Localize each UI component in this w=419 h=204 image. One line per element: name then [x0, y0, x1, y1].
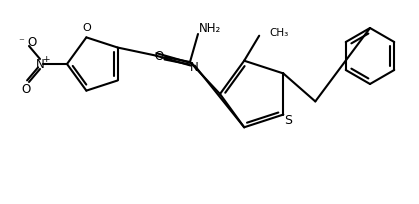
Text: +: +	[42, 55, 50, 64]
Text: S: S	[285, 113, 292, 126]
Text: O: O	[82, 23, 91, 33]
Text: N: N	[190, 61, 199, 74]
Text: N: N	[36, 58, 44, 71]
Text: CH₃: CH₃	[269, 28, 288, 38]
Text: NH₂: NH₂	[199, 22, 221, 35]
Text: O: O	[154, 50, 164, 63]
Text: O: O	[21, 83, 31, 96]
Text: ⁻: ⁻	[18, 37, 24, 47]
Text: O: O	[27, 35, 36, 48]
